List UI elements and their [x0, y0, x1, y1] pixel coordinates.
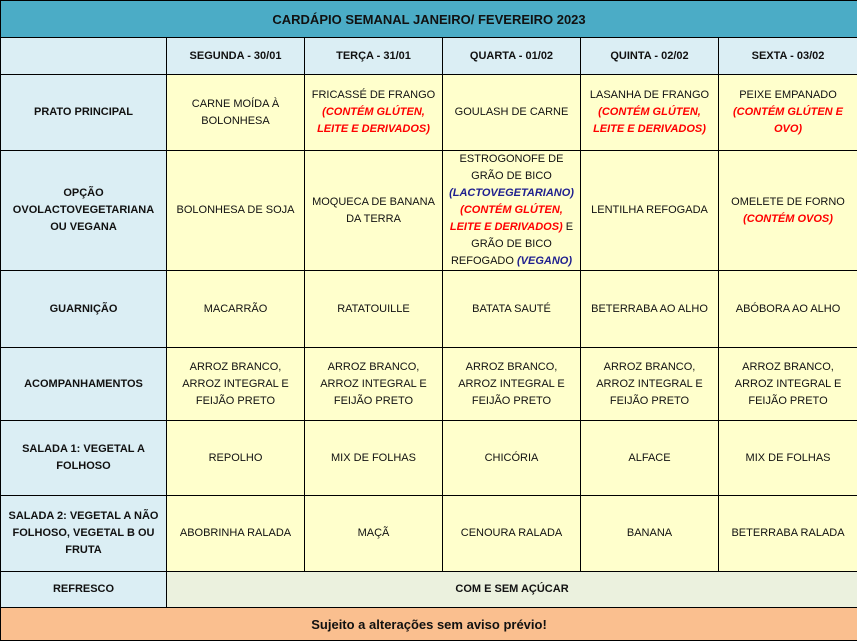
allergen-note: (CONTÉM GLÚTEN, LEITE E DERIVADOS): [450, 204, 563, 233]
dish-name: ABOBRINHA RALADA: [180, 527, 291, 539]
menu-row: OPÇÃO OVOLACTOVEGETARIANA OU VEGANA BOLON…: [1, 151, 857, 271]
dish-name: MIX DE FOLHAS: [746, 452, 831, 464]
menu-cell: PEIXE EMPANADO (CONTÉM GLÚTEN E OVO): [719, 75, 857, 151]
menu-cell: GOULASH DE CARNE: [443, 75, 581, 151]
dish-name: MOQUECA DE BANANA DA TERRA: [312, 196, 435, 225]
menu-cell: OMELETE DE FORNO (CONTÉM OVOS): [719, 151, 857, 271]
dish-name: CENOURA RALADA: [461, 527, 562, 539]
menu-cell: BOLONHESA DE SOJA: [167, 151, 305, 271]
allergen-note: (CONTÉM GLÚTEN E OVO): [733, 106, 843, 135]
diet-note: (LACTOVEGETARIANO): [449, 187, 574, 199]
dish-name: OMELETE DE FORNO: [731, 196, 845, 208]
dish-name: MAÇÃ: [358, 527, 390, 539]
menu-cell: ARROZ BRANCO, ARROZ INTEGRAL E FEIJÃO PR…: [305, 348, 443, 421]
day-header: QUARTA - 01/02: [443, 38, 581, 75]
dish-name: ARROZ BRANCO, ARROZ INTEGRAL E FEIJÃO PR…: [596, 361, 703, 407]
day-header: QUINTA - 02/02: [581, 38, 719, 75]
dish-name: FRICASSÉ DE FRANGO: [312, 89, 435, 101]
dish-name: LASANHA DE FRANGO: [590, 89, 709, 101]
dish-name: ARROZ BRANCO, ARROZ INTEGRAL E FEIJÃO PR…: [458, 361, 565, 407]
day-header: SEXTA - 03/02: [719, 38, 857, 75]
menu-cell: REPOLHO: [167, 421, 305, 496]
allergen-note: (CONTÉM GLÚTEN, LEITE E DERIVADOS): [593, 106, 706, 135]
menu-row: SALADA 1: VEGETAL A FOLHOSO REPOLHO MIX DE…: [1, 421, 857, 496]
row-label: SALADA 2: VEGETAL A NÃO FOLHOSO, VEGETAL…: [1, 496, 167, 572]
dish-name: PEIXE EMPANADO: [739, 89, 837, 101]
dish-name: ALFACE: [628, 452, 670, 464]
dish-name: LENTILHA REFOGADA: [591, 204, 708, 216]
menu-cell: ARROZ BRANCO, ARROZ INTEGRAL E FEIJÃO PR…: [719, 348, 857, 421]
dish-name: RATATOUILLE: [337, 303, 410, 315]
menu-cell: FRICASSÉ DE FRANGO (CONTÉM GLÚTEN, LEITE…: [305, 75, 443, 151]
menu-cell: CARNE MOÍDA À BOLONHESA: [167, 75, 305, 151]
menu-cell: BANANA: [581, 496, 719, 572]
menu-cell: ESTROGONOFE DE GRÃO DE BICO (LACTOVEGETA…: [443, 151, 581, 271]
menu-cell: MOQUECA DE BANANA DA TERRA: [305, 151, 443, 271]
menu-cell: CENOURA RALADA: [443, 496, 581, 572]
menu-cell: ARROZ BRANCO, ARROZ INTEGRAL E FEIJÃO PR…: [443, 348, 581, 421]
menu-cell: RATATOUILLE: [305, 271, 443, 348]
menu-cell: MACARRÃO: [167, 271, 305, 348]
row-label: SALADA 1: VEGETAL A FOLHOSO: [1, 421, 167, 496]
menu-cell: BATATA SAUTÉ: [443, 271, 581, 348]
dish-name: BETERRABA AO ALHO: [591, 303, 708, 315]
dish-name: ARROZ BRANCO, ARROZ INTEGRAL E FEIJÃO PR…: [182, 361, 289, 407]
menu-cell: ARROZ BRANCO, ARROZ INTEGRAL E FEIJÃO PR…: [581, 348, 719, 421]
row-label: OPÇÃO OVOLACTOVEGETARIANA OU VEGANA: [1, 151, 167, 271]
menu-cell: ABOBRINHA RALADA: [167, 496, 305, 572]
menu-row: GUARNIÇÃO MACARRÃO RATATOUILLE BATATA SAUTÉ…: [1, 271, 857, 348]
dish-name: BETERRABA RALADA: [731, 527, 844, 539]
dish-name: BANANA: [627, 527, 672, 539]
dish-name: REPOLHO: [209, 452, 263, 464]
row-label: ACOMPANHAMENTOS: [1, 348, 167, 421]
diet-note: (VEGANO): [517, 255, 572, 267]
menu-cell: ABÓBORA AO ALHO: [719, 271, 857, 348]
menu-cell: MAÇÃ: [305, 496, 443, 572]
dish-name: ABÓBORA AO ALHO: [736, 303, 841, 315]
allergen-note: (CONTÉM OVOS): [743, 213, 833, 225]
allergen-note: (CONTÉM GLÚTEN, LEITE E DERIVADOS): [317, 106, 430, 135]
row-label: GUARNIÇÃO: [1, 271, 167, 348]
corner-cell: [1, 38, 167, 75]
menu-cell: BETERRABA RALADA: [719, 496, 857, 572]
dish-name: ARROZ BRANCO, ARROZ INTEGRAL E FEIJÃO PR…: [735, 361, 842, 407]
menu-cell: LASANHA DE FRANGO (CONTÉM GLÚTEN, LEITE …: [581, 75, 719, 151]
dish-name: ARROZ BRANCO, ARROZ INTEGRAL E FEIJÃO PR…: [320, 361, 427, 407]
menu-cell: ALFACE: [581, 421, 719, 496]
menu-cell: LENTILHA REFOGADA: [581, 151, 719, 271]
menu-cell: MIX DE FOLHAS: [305, 421, 443, 496]
dish-name: GOULASH DE CARNE: [455, 106, 569, 118]
dish-name: ESTROGONOFE DE GRÃO DE BICO: [460, 153, 564, 182]
dish-name: MIX DE FOLHAS: [331, 452, 416, 464]
menu-row: PRATO PRINCIPAL CARNE MOÍDA À BOLONHESA FR…: [1, 75, 857, 151]
disclaimer-footer: Sujeito a alterações sem aviso prévio!: [1, 608, 857, 641]
dish-name: BATATA SAUTÉ: [472, 303, 551, 315]
menu-row: ACOMPANHAMENTOS ARROZ BRANCO, ARROZ INTEG…: [1, 348, 857, 421]
menu-cell: CHICÓRIA: [443, 421, 581, 496]
dish-name: MACARRÃO: [204, 303, 268, 315]
day-header: SEGUNDA - 30/01: [167, 38, 305, 75]
refresco-value: COM E SEM AÇÚCAR: [167, 572, 857, 608]
dish-name: CARNE MOÍDA À BOLONHESA: [192, 98, 279, 127]
menu-title: CARDÁPIO SEMANAL JANEIRO/ FEVEREIRO 2023: [1, 1, 857, 38]
menu-row: SALADA 2: VEGETAL A NÃO FOLHOSO, VEGETAL…: [1, 496, 857, 572]
dish-name: BOLONHESA DE SOJA: [177, 204, 295, 216]
dish-name: CHICÓRIA: [485, 452, 539, 464]
refresco-label: REFRESCO: [1, 572, 167, 608]
menu-cell: BETERRABA AO ALHO: [581, 271, 719, 348]
menu-cell: ARROZ BRANCO, ARROZ INTEGRAL E FEIJÃO PR…: [167, 348, 305, 421]
menu-cell: MIX DE FOLHAS: [719, 421, 857, 496]
row-label: PRATO PRINCIPAL: [1, 75, 167, 151]
day-header: TERÇA - 31/01: [305, 38, 443, 75]
